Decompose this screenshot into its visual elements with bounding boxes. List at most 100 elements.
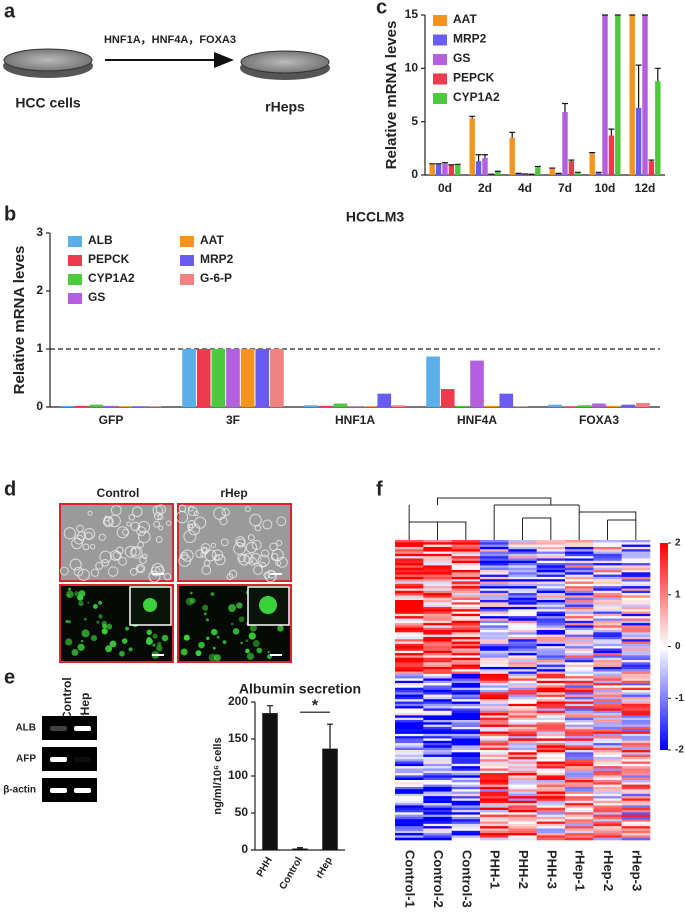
heat-cell — [508, 563, 537, 566]
heat-cell — [480, 706, 509, 709]
heat-cell — [621, 579, 651, 582]
heat-cell — [508, 646, 537, 649]
heat-cell — [593, 784, 622, 788]
bar — [606, 405, 621, 407]
cell — [136, 526, 147, 537]
heat-cell — [508, 819, 537, 822]
heat-cell — [395, 777, 424, 781]
heat-cell — [565, 641, 594, 645]
heat-cell — [621, 740, 651, 744]
heat-cell — [480, 717, 509, 721]
heat-cell — [508, 579, 537, 582]
cell — [65, 638, 73, 646]
cell — [93, 604, 98, 609]
heat-cell — [536, 641, 566, 645]
heat-cell — [565, 639, 594, 642]
heat-cell — [508, 606, 537, 610]
heat-cell — [565, 694, 594, 698]
heat-cell — [593, 556, 622, 559]
heat-cell — [508, 696, 537, 700]
heat-cell — [423, 625, 452, 628]
x-tick-label: 7d — [558, 181, 572, 195]
heat-cell — [536, 542, 566, 545]
cell — [253, 565, 263, 575]
heat-cell — [536, 775, 566, 778]
heat-cell — [593, 738, 622, 742]
heat-cell — [536, 803, 566, 806]
heat-cell — [480, 597, 509, 601]
heat-cell — [565, 540, 594, 543]
lane-label: rHep — [78, 693, 92, 720]
heat-cell — [621, 826, 651, 829]
heat-cell — [536, 699, 566, 702]
cell — [210, 592, 215, 597]
heat-cell — [593, 710, 622, 714]
heat-cell — [508, 793, 537, 797]
cell — [165, 520, 172, 526]
heat-cell — [536, 720, 566, 723]
error-bar — [522, 173, 528, 175]
heat-cell — [536, 546, 566, 550]
cell — [257, 554, 270, 567]
heat-cell — [593, 731, 622, 735]
heat-cell — [593, 782, 622, 785]
heat-cell — [621, 800, 651, 804]
heat-cell — [536, 565, 566, 568]
heat-cell — [508, 650, 537, 654]
heat-cell — [395, 807, 424, 811]
cell — [84, 531, 93, 541]
heat-cell — [451, 791, 481, 795]
heat-cell — [480, 745, 509, 748]
bar — [636, 402, 650, 407]
dish — [240, 50, 330, 74]
heat-cell — [480, 715, 509, 718]
heat-cell — [395, 731, 424, 735]
heat-cell — [621, 733, 651, 737]
panel-label: f — [376, 478, 383, 500]
heat-cell — [423, 676, 452, 679]
heat-cell — [423, 655, 452, 658]
heat-cell — [395, 593, 424, 596]
heat-cell — [621, 641, 651, 645]
heat-cell — [480, 556, 509, 559]
cell — [145, 638, 153, 645]
heat-cell — [536, 703, 566, 707]
y-tick-label: 200 — [228, 694, 248, 708]
heat-cell — [451, 773, 481, 776]
heat-cell — [621, 768, 651, 772]
heat-cell — [480, 595, 509, 598]
heat-cell — [593, 810, 622, 813]
bar — [655, 81, 661, 175]
heat-cell — [508, 664, 537, 668]
heat-cell — [536, 692, 566, 695]
heat-cell — [565, 544, 594, 548]
heat-cell — [508, 673, 537, 677]
heat-cell — [480, 786, 509, 790]
x-tick-label: HNF4A — [457, 413, 497, 427]
heat-cell — [395, 588, 424, 592]
heat-cell — [480, 664, 509, 668]
legend-swatch — [433, 54, 447, 65]
cell — [71, 649, 79, 656]
y-tick-label: 3 — [36, 225, 43, 239]
heat-cell — [395, 648, 424, 652]
heat-cell — [508, 546, 537, 550]
heat-cell — [395, 720, 424, 723]
heat-cell — [536, 814, 566, 818]
heat-cell — [395, 710, 424, 714]
heat-cell — [395, 770, 424, 774]
heat-cell — [536, 625, 566, 628]
heat-cell — [480, 600, 509, 603]
heat-cell — [621, 678, 651, 682]
heat-cell — [508, 833, 537, 836]
heat-cell — [565, 671, 594, 675]
heat-cell — [621, 648, 651, 652]
heat-cell — [480, 669, 509, 672]
heat-cell — [508, 703, 537, 707]
heat-cell — [480, 793, 509, 797]
cell — [137, 530, 151, 544]
heat-cell — [621, 618, 651, 622]
cell — [259, 596, 277, 614]
heat-cell — [395, 620, 424, 624]
bar — [448, 165, 455, 175]
